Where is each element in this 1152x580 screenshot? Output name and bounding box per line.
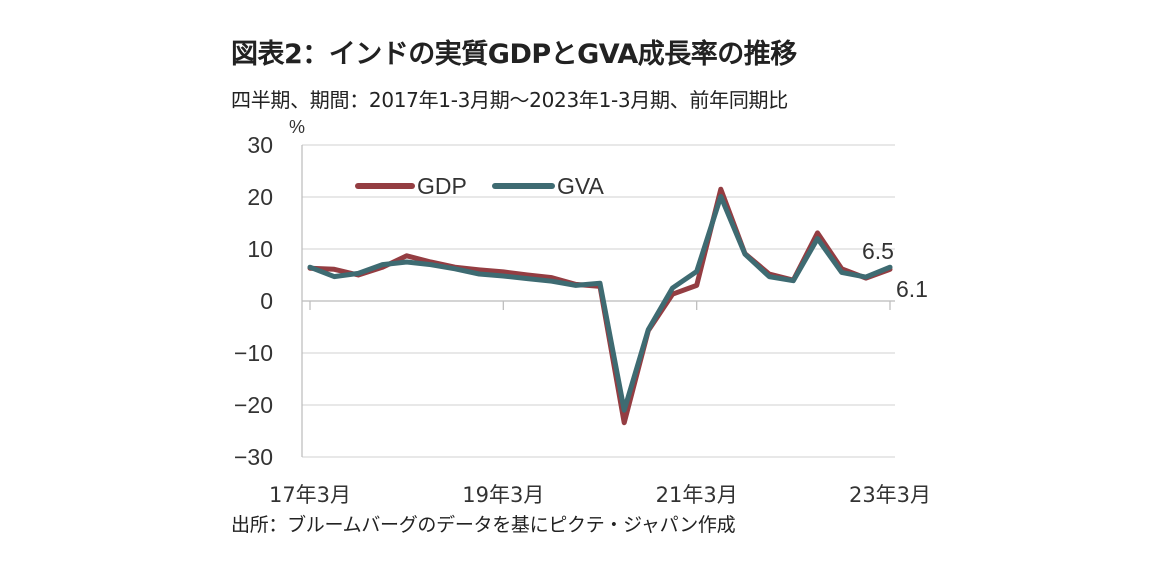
legend: GDP GVA <box>355 173 605 199</box>
series-line-gdp <box>307 186 893 426</box>
y-tick-label: 10 <box>247 236 273 262</box>
y-tick-label: −10 <box>234 340 273 366</box>
x-tick-label: 19年3月 <box>462 483 544 507</box>
y-axis: 30 20 10 0 −10 −20 −30 <box>234 132 303 470</box>
annotations: 6.56.1 <box>862 238 928 302</box>
end-label-gdp: 6.1 <box>896 276 928 302</box>
chart-subtitle: 四半期、期間：2017年1-3月期～2023年1-3月期、前年同期比 <box>231 88 788 112</box>
x-tick-label: 23年3月 <box>849 483 931 507</box>
x-tick-label: 17年3月 <box>269 483 351 507</box>
x-tick-label: 21年3月 <box>656 483 738 507</box>
y-unit-label: % <box>289 117 305 137</box>
y-tick-label: 20 <box>247 184 273 210</box>
legend-label-gdp: GDP <box>417 173 467 199</box>
y-tick-label: 30 <box>247 132 273 158</box>
series-lines <box>307 186 893 426</box>
y-tick-label: 0 <box>260 288 273 314</box>
x-axis: 17年3月 19年3月 21年3月 23年3月 <box>269 300 931 507</box>
y-tick-label: −20 <box>234 392 273 418</box>
chart-title: 図表2：インドの実質GDPとGVA成長率の推移 <box>231 39 797 70</box>
y-tick-label: −30 <box>234 444 273 470</box>
series-line-gva <box>307 194 893 413</box>
end-label-gva: 6.5 <box>862 238 894 264</box>
legend-label-gva: GVA <box>557 173 605 199</box>
chart-source: 出所：ブルームバーグのデータを基にピクテ・ジャパン作成 <box>231 514 736 536</box>
